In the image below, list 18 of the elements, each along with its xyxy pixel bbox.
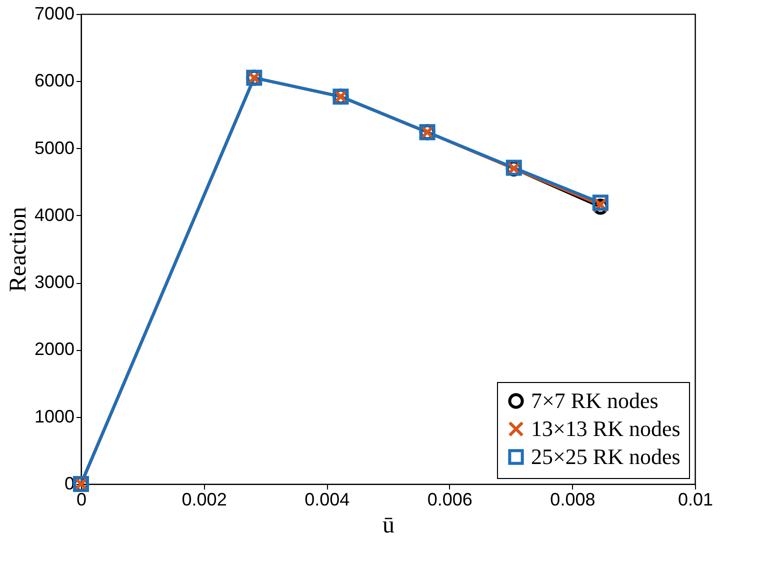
y-tick-label: 7000 (34, 4, 74, 24)
x-tick-label: 0.004 (304, 490, 350, 510)
x-tick-label: 0.008 (550, 490, 596, 510)
x-axis-title: ū (382, 512, 394, 538)
y-tick-label: 3000 (34, 272, 74, 292)
legend-label: 13×13 RK nodes (531, 416, 680, 441)
x-tick-label: 0.002 (182, 490, 227, 510)
y-tick-label: 1000 (34, 406, 74, 426)
legend-label: 25×25 RK nodes (531, 444, 680, 469)
y-tick-label: 2000 (34, 339, 74, 360)
x-tick-label: 0.006 (427, 490, 472, 510)
legend-label: 7×7 RK nodes (531, 388, 658, 413)
y-axis-title: Reaction (5, 206, 32, 292)
x-tick-label: 0 (76, 490, 87, 510)
y-tick-label: 5000 (34, 138, 74, 158)
x-tick-label: 0.01 (678, 490, 714, 510)
y-tick-label: 4000 (34, 204, 74, 225)
y-tick-label: 6000 (34, 70, 74, 91)
